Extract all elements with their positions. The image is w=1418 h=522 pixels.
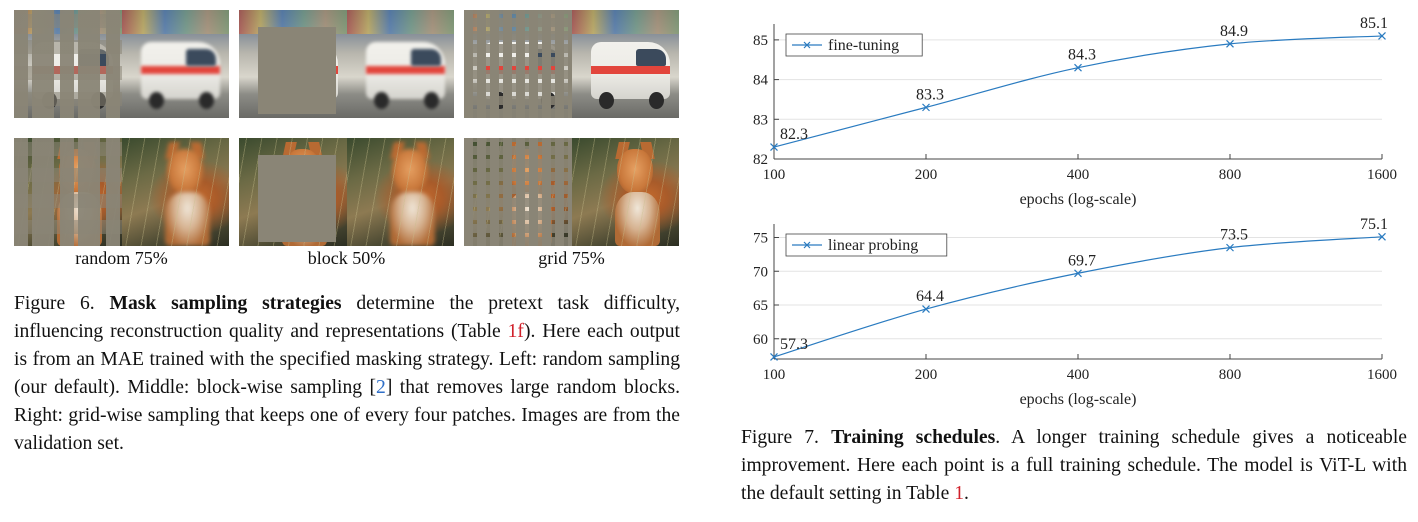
- fox-random-masked: [14, 138, 122, 246]
- data-point-marker: [1074, 63, 1082, 72]
- table-reference-link[interactable]: 1f: [507, 321, 524, 342]
- image-row-fox: [14, 138, 679, 246]
- ambulance-grid-masked: [464, 10, 572, 118]
- x-tick-label: 100: [763, 367, 786, 383]
- citation-link[interactable]: 2: [376, 377, 386, 398]
- ambulance-block-reconstruction: [346, 10, 454, 118]
- fox-grid-pair: [464, 138, 679, 246]
- y-tick-label: 85: [753, 33, 768, 49]
- data-point-marker: [770, 143, 778, 152]
- legend: linear probing: [785, 233, 948, 257]
- y-tick-label: 70: [753, 264, 768, 280]
- legend-label: linear probing: [828, 237, 918, 254]
- fox-grid-reconstruction: [571, 138, 679, 246]
- caption-title: Training schedules: [831, 427, 996, 448]
- y-tick-label: 83: [753, 112, 768, 128]
- caption-text: .: [964, 483, 969, 504]
- ambulance-grid-pair: [464, 10, 679, 118]
- legend-box: [785, 233, 948, 257]
- legend-label: fine-tuning: [828, 37, 899, 54]
- table-reference-link[interactable]: 1: [954, 483, 964, 504]
- data-label: 83.3: [916, 86, 944, 103]
- x-tick-label: 400: [1067, 367, 1090, 383]
- caption-title: Mask sampling strategies: [109, 293, 342, 314]
- caption-prefix: Figure 7.: [741, 427, 832, 448]
- label-block: block 50%: [307, 248, 386, 268]
- data-label: 84.3: [1068, 47, 1096, 64]
- x-axis-label: epochs (log-scale): [1020, 191, 1137, 208]
- data-point-marker: [1226, 39, 1234, 48]
- data-point-marker: [922, 103, 930, 112]
- chart-linear-probing: 60 65 70 75 100 200 400 800 1600 epochs (log-scal…: [740, 214, 1400, 414]
- data-label: 57.3: [780, 336, 808, 353]
- x-tick-label: 800: [1219, 167, 1242, 183]
- label-random: random 75%: [75, 248, 168, 268]
- fox-random-pair: [14, 138, 229, 246]
- fox-grid-masked: [464, 138, 572, 246]
- caption-text: determine the pretext task difficulty, i…: [14, 293, 680, 342]
- data-label: 73.5: [1220, 227, 1248, 244]
- y-tick-label: 84: [753, 73, 769, 89]
- x-tick-label: 1600: [1367, 167, 1397, 183]
- caption-text: ] that removes large random blocks. Righ…: [14, 377, 680, 454]
- x-tick-label: 1600: [1367, 367, 1397, 383]
- data-label: 84.9: [1220, 23, 1248, 40]
- x-tick-label: 200: [915, 167, 938, 183]
- x-tick-label: 400: [1067, 167, 1090, 183]
- data-label: 82.3: [780, 126, 808, 143]
- chart-fine-tuning: 82 83 84 85 100 200 400 800 1600 epochs (log-scal…: [740, 14, 1400, 214]
- x-tick-label: 800: [1219, 367, 1242, 383]
- figure-6-caption: Figure 6. Mask sampling strategies deter…: [14, 290, 680, 458]
- fox-random-reconstruction: [121, 138, 229, 246]
- y-tick-label: 82: [753, 152, 768, 168]
- figure-7-caption: Figure 7. Training schedules. A longer t…: [741, 424, 1407, 508]
- data-point-marker: [1378, 232, 1386, 241]
- caption-text: . A longer training schedule gives a not…: [741, 427, 1407, 504]
- data-point-marker: [770, 353, 778, 361]
- data-point-marker: [1378, 31, 1386, 40]
- legend-box: [785, 33, 923, 57]
- ambulance-random-pair: [14, 10, 229, 118]
- ambulance-random-reconstruction: [121, 10, 229, 118]
- x-axis-label: epochs (log-scale): [1020, 391, 1137, 408]
- chart-svg: 82 83 84 85 100 200 400 800 1600 epochs (log-scal…: [753, 15, 1397, 208]
- x-tick-label: 100: [763, 167, 786, 183]
- ambulance-block-pair: [239, 10, 454, 118]
- x-tick-label: 200: [915, 367, 938, 383]
- data-label: 69.7: [1068, 252, 1096, 269]
- data-label: 85.1: [1360, 15, 1388, 32]
- ambulance-grid-reconstruction: [571, 10, 679, 118]
- ambulance-block-masked: [239, 10, 347, 118]
- data-label: 75.1: [1360, 216, 1388, 233]
- ambulance-random-masked: [14, 10, 122, 118]
- chart-svg: 60 65 70 75 100 200 400 800 1600 epochs (log-scal…: [753, 216, 1397, 408]
- y-tick-label: 65: [753, 298, 768, 314]
- fox-block-masked: [239, 138, 347, 246]
- data-label: 64.4: [916, 288, 944, 305]
- y-tick-label: 60: [753, 332, 768, 348]
- data-point-marker: [1074, 269, 1082, 278]
- data-point-marker: [922, 305, 930, 313]
- image-row-ambulance: [14, 10, 679, 118]
- data-point-marker: [1226, 243, 1234, 252]
- mask-strategy-labels: random 75% block 50% grid 75%: [14, 248, 680, 269]
- caption-text: ). Here each output is from an MAE train…: [14, 321, 680, 398]
- fox-block-reconstruction: [346, 138, 454, 246]
- caption-prefix: Figure 6.: [14, 293, 110, 314]
- label-grid: grid 75%: [538, 248, 605, 268]
- y-tick-label: 75: [753, 231, 768, 247]
- fox-block-pair: [239, 138, 454, 246]
- legend: fine-tuning: [785, 33, 923, 57]
